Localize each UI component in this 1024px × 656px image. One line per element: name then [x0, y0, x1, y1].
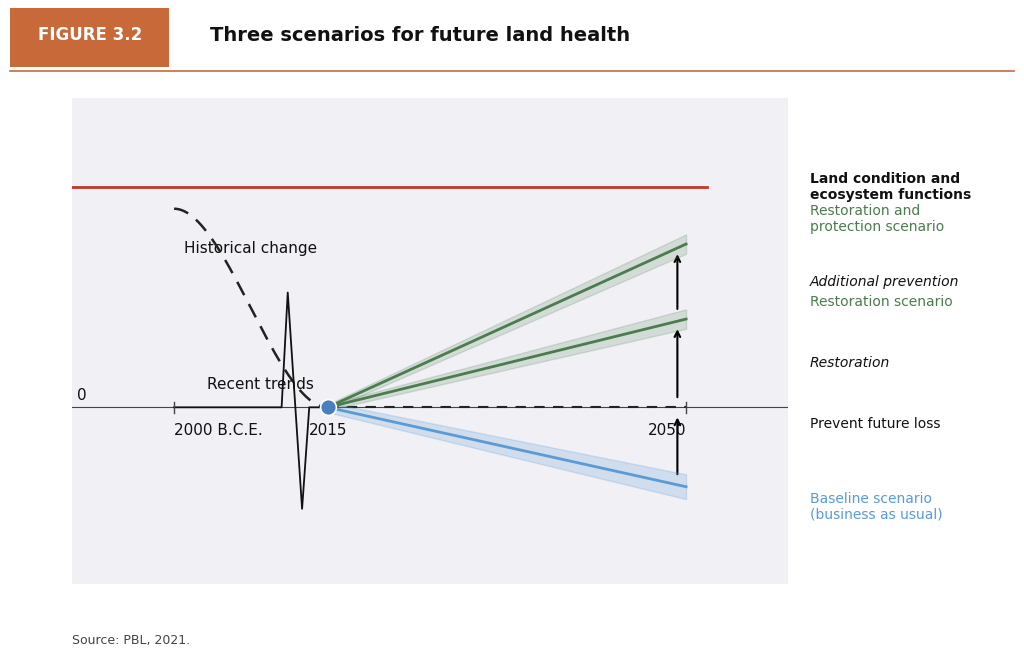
- Point: [319, 402, 336, 413]
- Text: Additional prevention: Additional prevention: [810, 275, 959, 289]
- Text: 0: 0: [77, 388, 86, 403]
- Text: 2000 B.C.E.: 2000 B.C.E.: [174, 422, 263, 438]
- Text: Land condition and
ecosystem functions: Land condition and ecosystem functions: [810, 172, 971, 202]
- Text: Recent trends: Recent trends: [208, 377, 314, 392]
- Text: Historical change: Historical change: [184, 241, 317, 256]
- Text: Restoration scenario: Restoration scenario: [810, 295, 952, 310]
- Text: Restoration: Restoration: [810, 356, 890, 370]
- Text: Source: PBL, 2021.: Source: PBL, 2021.: [72, 634, 189, 647]
- Text: 2050: 2050: [647, 422, 686, 438]
- Text: FIGURE 3.2: FIGURE 3.2: [38, 26, 142, 44]
- Bar: [10, 9, 169, 68]
- Text: Baseline scenario
(business as usual): Baseline scenario (business as usual): [810, 491, 943, 522]
- Text: Prevent future loss: Prevent future loss: [810, 417, 940, 431]
- Text: Restoration and
protection scenario: Restoration and protection scenario: [810, 204, 944, 234]
- Text: Three scenarios for future land health: Three scenarios for future land health: [210, 26, 630, 45]
- Text: 2015: 2015: [308, 422, 347, 438]
